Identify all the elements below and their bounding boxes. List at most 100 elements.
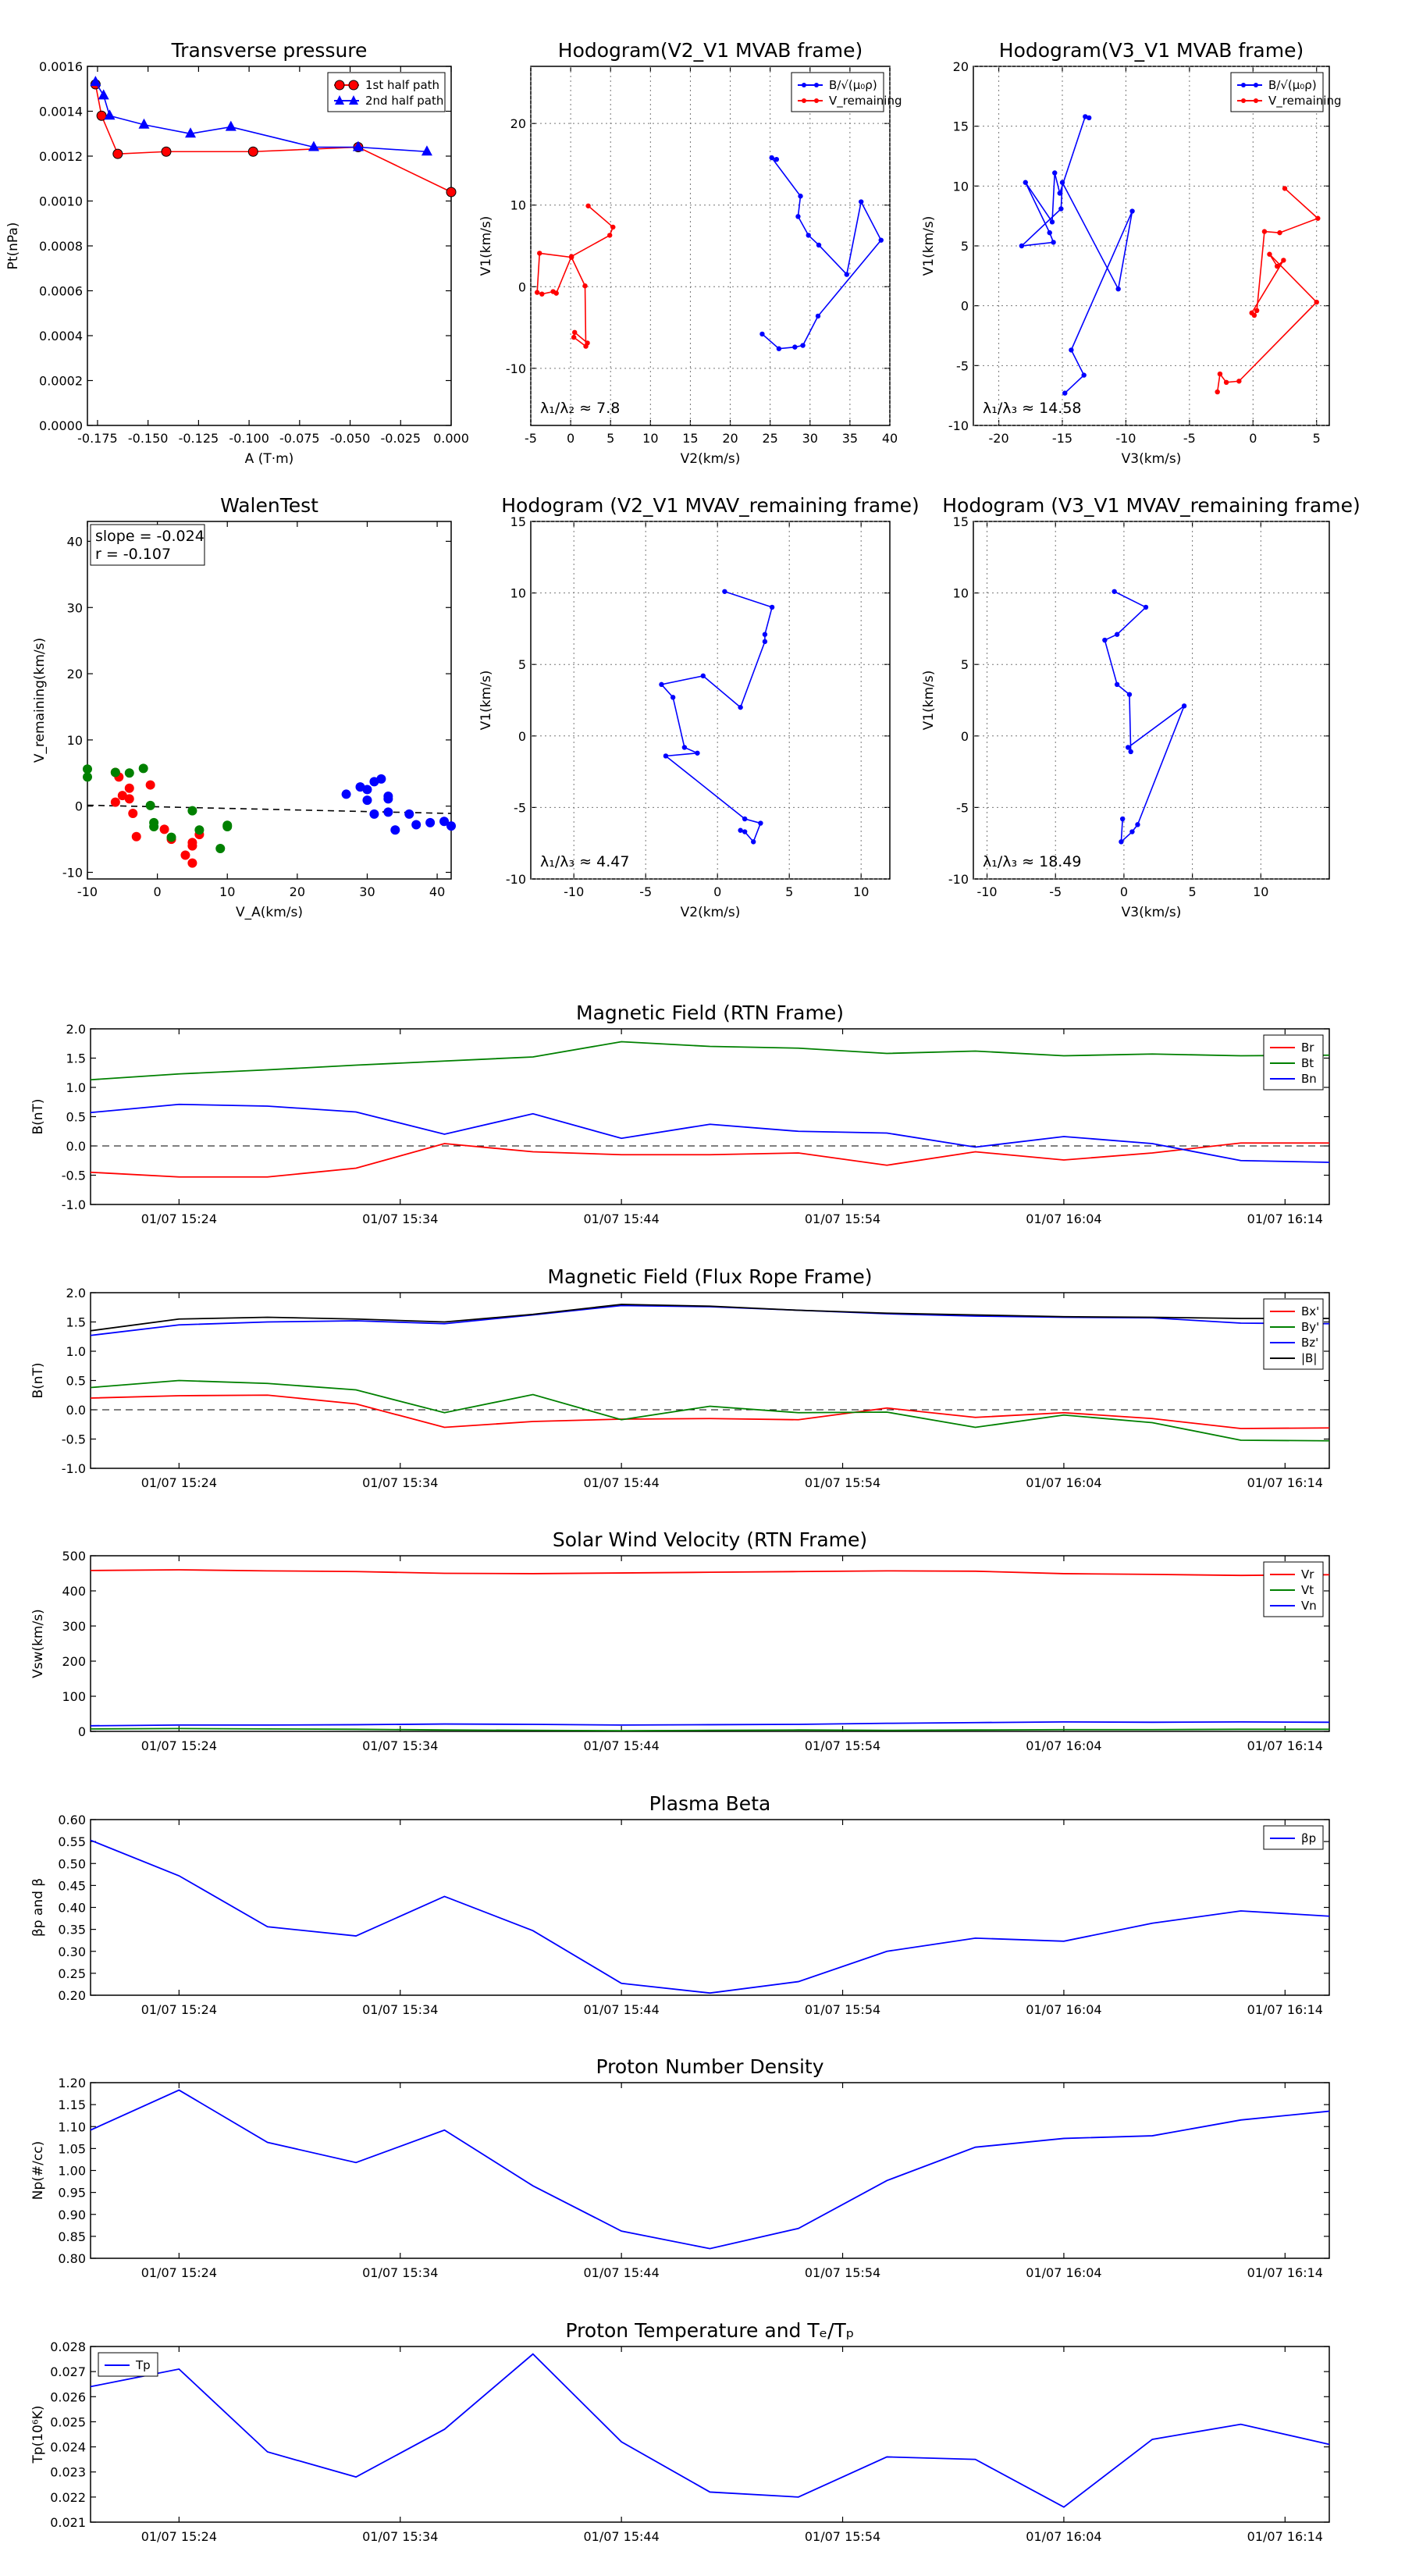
chart-title: Solar Wind Velocity (RTN Frame) [553, 1528, 867, 1551]
x-tick-label: 15 [682, 431, 698, 446]
panel-hodo3: Hodogram (V2_V1 MVAV_remaining frame) -10… [478, 494, 919, 920]
x-tick-label: 5 [606, 431, 614, 446]
legend-label: V_remaining [829, 94, 902, 109]
data-point [159, 824, 169, 834]
data-point [1058, 206, 1064, 212]
data-point [187, 806, 197, 816]
y-tick-label: 0.0000 [39, 418, 83, 433]
panel-hodo2: Hodogram(V3_V1 MVAB frame) -10 -5 0 5 10 15 20 -… [921, 39, 1342, 467]
data-point [1143, 604, 1149, 610]
y-tick-label: 200 [62, 1654, 86, 1669]
data-point [815, 313, 821, 319]
y-tick-label: 15 [953, 514, 969, 529]
y-tick-label: 0.028 [50, 2339, 86, 2354]
y-tick-label: 0.30 [58, 1944, 86, 1959]
legend-label: Bz' [1301, 1336, 1318, 1350]
data-point [187, 841, 197, 851]
y-tick-label: 0.35 [58, 1923, 86, 1937]
y-tick-label: 1.00 [58, 2164, 86, 2179]
data-point [446, 821, 456, 831]
data-point [742, 829, 748, 834]
x-tick-label: 01/07 15:44 [583, 1738, 659, 1753]
data-point [1261, 229, 1268, 234]
y-tick-label: 5 [518, 657, 526, 672]
data-point [131, 831, 141, 841]
legend-marker [349, 95, 358, 105]
data-point [411, 820, 422, 830]
data-point [124, 768, 134, 778]
x-tick-label: 10 [853, 884, 869, 899]
y-tick-label: 15 [953, 119, 969, 134]
chart-title: Hodogram(V3_V1 MVAB frame) [999, 39, 1304, 62]
data-point [83, 764, 92, 774]
y-tick-label: -0.5 [62, 1432, 86, 1447]
x-tick-label: 01/07 16:04 [1026, 1738, 1101, 1753]
data-point [187, 858, 197, 868]
series-line [761, 156, 882, 350]
legend-label: Tp [135, 2358, 151, 2372]
y-tick-label: -10 [506, 872, 526, 887]
legend: Bx' By' Bz'|B| [1263, 1298, 1324, 1370]
legend-label: |B| [1301, 1351, 1317, 1365]
y-tick-label: 0.0016 [39, 59, 83, 74]
x-tick-label: -0.125 [179, 431, 219, 446]
x-tick-label: 01/07 16:14 [1247, 1212, 1323, 1226]
y-tick-label: 0.60 [58, 1813, 86, 1827]
legend: Tp [98, 2352, 158, 2377]
legend-label: Vt [1301, 1583, 1314, 1597]
y-tick-label: -1.0 [62, 1461, 86, 1476]
x-tick-label: 01/07 15:44 [583, 2002, 659, 2017]
data-point [816, 242, 822, 248]
legend-label: By' [1301, 1320, 1319, 1334]
x-tick-label: -0.025 [380, 431, 421, 446]
data-point [738, 827, 743, 833]
data-point [700, 673, 706, 679]
series-line-|B| [90, 1304, 1329, 1332]
y-tick-label: 0.022 [50, 2490, 86, 2505]
x-tick-label: 01/07 15:34 [362, 2002, 438, 2017]
y-axis-label: V1(km/s) [478, 216, 494, 276]
fit-line [87, 804, 452, 814]
y-tick-label: 1.15 [58, 2097, 86, 2112]
y-tick-label: 10 [953, 586, 969, 601]
chart-title: Magnetic Field (RTN Frame) [576, 1002, 844, 1024]
x-tick-label: 01/07 16:04 [1026, 2265, 1101, 2280]
y-tick-label: -1.0 [62, 1197, 86, 1212]
data-point [759, 331, 765, 337]
y-tick-label: 100 [62, 1689, 86, 1704]
y-tick-label: 20 [67, 667, 83, 681]
y-tick-label: 1.10 [58, 2119, 86, 2134]
data-point [1059, 180, 1065, 185]
data-point [762, 632, 768, 637]
data-point [800, 343, 806, 348]
data-point [537, 251, 542, 256]
data-point [1057, 190, 1062, 196]
data-point [1115, 286, 1121, 292]
x-tick-label: -15 [1052, 431, 1072, 446]
data-point [1069, 347, 1074, 353]
series-line [536, 205, 614, 348]
y-tick-label: 0.90 [58, 2208, 86, 2222]
y-tick-label: 0.023 [50, 2465, 86, 2480]
data-point [1215, 389, 1220, 395]
x-tick-label: 01/07 16:04 [1026, 1212, 1101, 1226]
y-tick-label: 0.0012 [39, 149, 83, 164]
data-point [585, 340, 590, 346]
y-tick-label: 2.0 [66, 1286, 86, 1300]
data-point [722, 589, 727, 594]
y-tick-label: -10 [948, 872, 969, 887]
y-tick-label: -0.5 [62, 1169, 86, 1183]
legend-marker [1241, 83, 1246, 87]
x-tick-label: 40 [429, 884, 445, 899]
x-tick-label: 01/07 16:14 [1247, 2529, 1323, 2544]
x-tick-label: 10 [1253, 884, 1268, 899]
data-point [695, 750, 700, 756]
data-point [1129, 829, 1135, 834]
data-point [128, 809, 138, 819]
series-line-Np [90, 2089, 1330, 2250]
y-tick-label: 0 [518, 729, 526, 744]
data-point [859, 199, 864, 205]
plot-frame [90, 1819, 1330, 1996]
